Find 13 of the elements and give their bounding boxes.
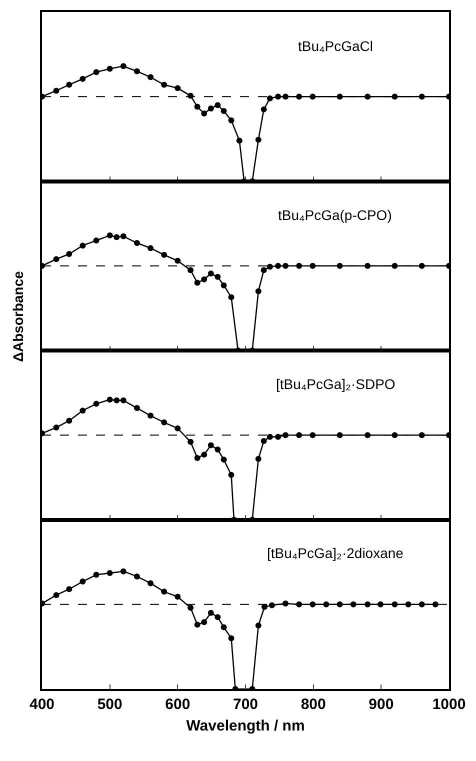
x-tick-label: 900 bbox=[368, 696, 394, 713]
x-tick-label: 1000 bbox=[432, 696, 466, 713]
x-tick-label: 600 bbox=[165, 696, 190, 713]
x-tick-label: 400 bbox=[29, 696, 55, 713]
y-axis-title: ΔAbsorbance bbox=[10, 270, 26, 362]
text: [tBu₄PcGa]₂·2dioxane bbox=[267, 545, 404, 561]
x-tick-label: 700 bbox=[232, 696, 258, 713]
x-tick-label: 500 bbox=[97, 696, 122, 713]
text: [tBu₄PcGa]₂·SDPO bbox=[276, 376, 396, 392]
x-tick-label: 800 bbox=[300, 696, 326, 713]
x-axis-title: Wavelength / nm bbox=[186, 717, 305, 734]
text: tBu₄PcGa(p-CPO) bbox=[278, 207, 392, 223]
text: tBu₄PcGaCl bbox=[298, 38, 373, 54]
